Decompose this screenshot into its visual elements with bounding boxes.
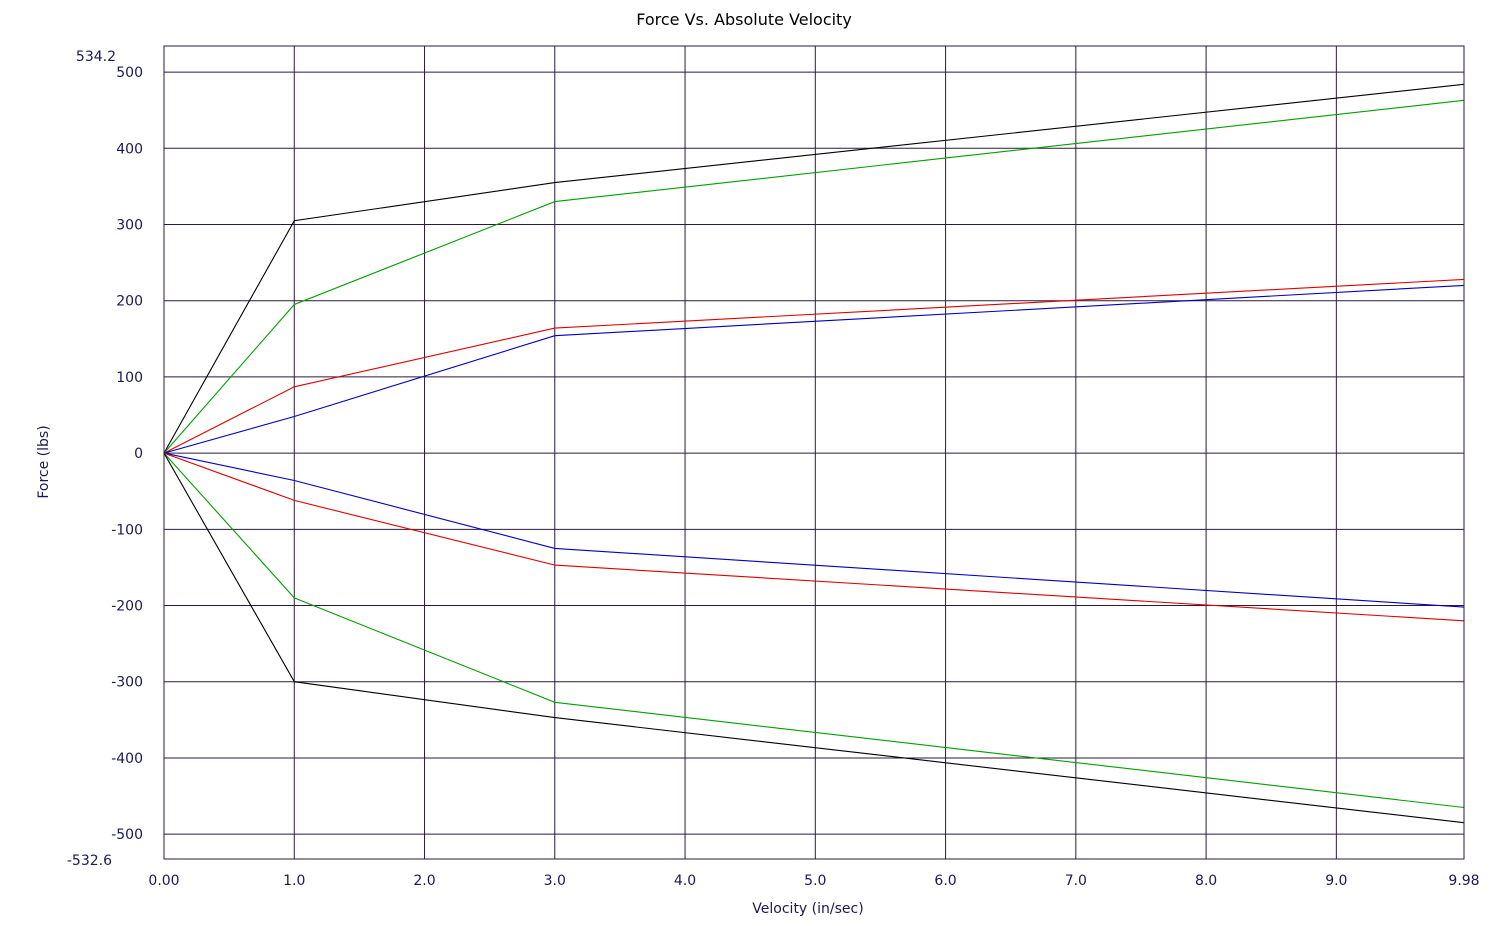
series-line [163,452,1465,622]
chart-title: Force Vs. Absolute Velocity [636,10,852,29]
series-line [163,99,1465,454]
x-tick-label: 9.0 [1325,873,1347,889]
x-tick-label: 7.0 [1065,873,1087,889]
y-tick-label: 0 [134,446,143,462]
series-line [163,452,1465,824]
series-layer [163,83,1465,824]
y-axis-title: Force (lbs) [36,425,52,498]
y-tick-label: 200 [116,294,143,310]
x-tick-label: 8.0 [1195,873,1217,889]
series-line [163,284,1465,454]
y-tick-label: -500 [111,827,143,843]
x-tick-label: 1.0 [283,873,305,889]
y-tick-label: -100 [111,522,143,538]
y-tick-label: 400 [116,141,143,157]
series-line [163,452,1465,809]
x-axis-title: Velocity (in/sec) [752,901,863,917]
x-tick-label: 0.00 [148,873,179,889]
x-tick-label: 9.98 [1448,873,1479,889]
plot-frame [163,45,1465,860]
y-tick-label: 100 [116,370,143,386]
y-tick-label: -200 [111,599,143,615]
y-tick-label: 500 [116,65,143,81]
tick-layer: 0.00 1.0 2.0 3.0 4.0 5.0 6.0 7.0 8.0 9.0 9.98 500 40… [111,65,1479,889]
series-line [163,278,1465,454]
y-tick-label: -300 [111,675,143,691]
y-tick-label: 300 [116,217,143,233]
grid-layer [163,46,1465,859]
y-max-label: 534.2 [76,49,116,65]
x-tick-label: 4.0 [674,873,696,889]
x-tick-label: 5.0 [804,873,826,889]
y-min-label: -532.6 [67,853,112,869]
series-line [163,452,1465,608]
x-tick-label: 2.0 [413,873,435,889]
y-tick-label: -400 [111,751,143,767]
x-tick-label: 3.0 [544,873,566,889]
series-line [163,83,1465,454]
x-tick-label: 6.0 [934,873,956,889]
